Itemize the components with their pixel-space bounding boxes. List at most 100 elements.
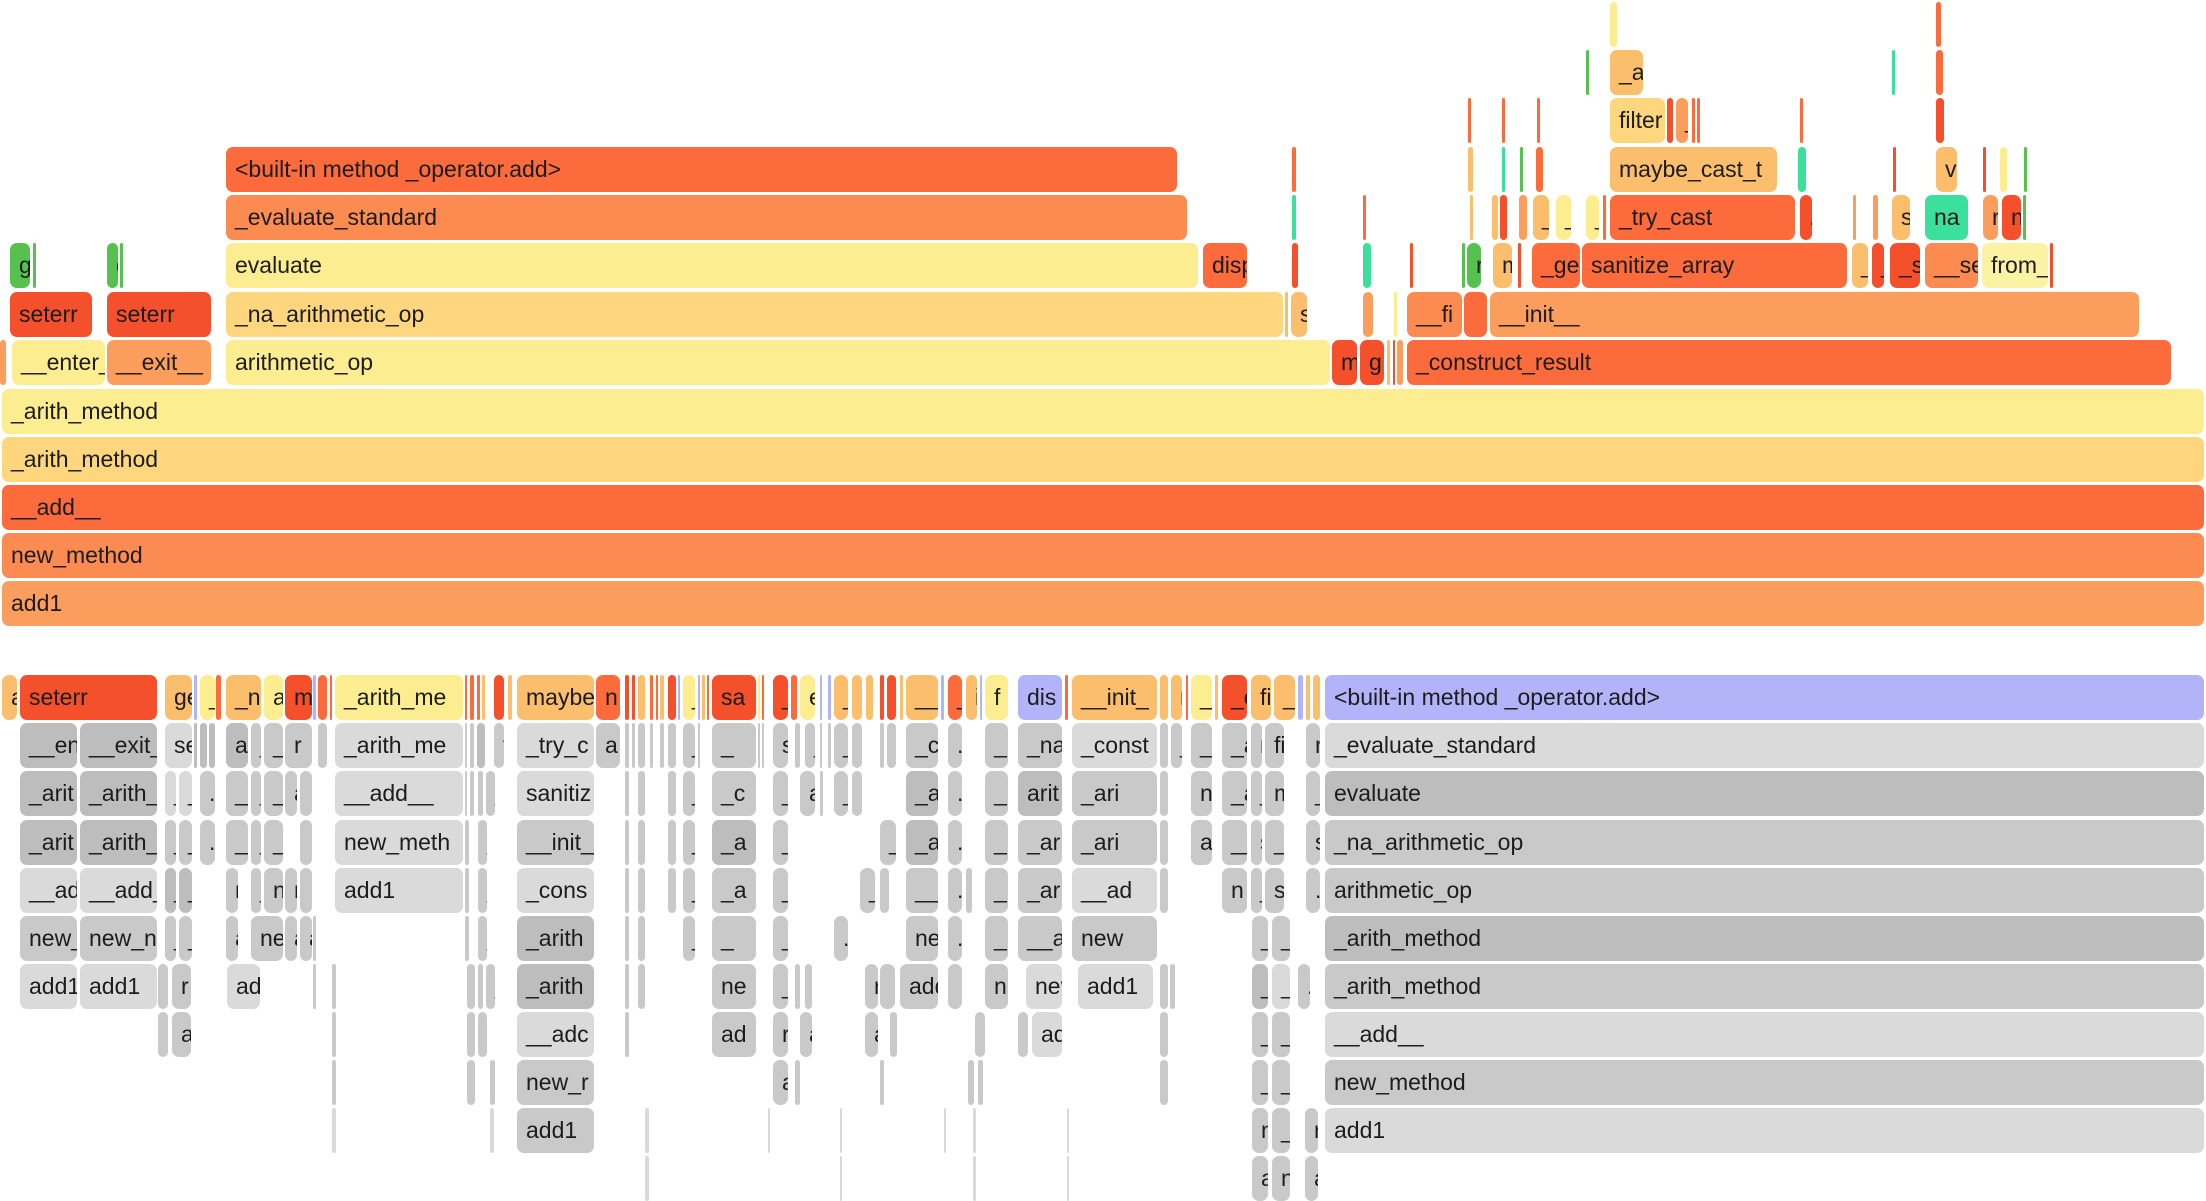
flame-bar-_ari[interactable]: _ari <box>1072 820 1157 865</box>
flame-bar[interactable] <box>941 675 944 720</box>
flame-bar-_[interactable]: _ <box>683 771 695 816</box>
flame-bar-_[interactable]: _ <box>486 964 495 1009</box>
flame-bar[interactable] <box>656 675 658 720</box>
flame-bar[interactable] <box>1893 147 1896 192</box>
flame-bar-_arith_method[interactable]: _arith_method <box>1325 916 2204 961</box>
flame-bar-a[interactable]: a <box>1252 1156 1268 1201</box>
flame-bar-_a[interactable]: _a <box>226 820 248 865</box>
flame-bar-a[interactable]: a <box>1018 1012 1028 1057</box>
flame-bar-_[interactable]: _ <box>1272 1012 1290 1057</box>
flame-bar-_arith_me[interactable]: _arith_me <box>335 723 463 768</box>
flame-bar[interactable] <box>702 675 705 720</box>
flame-bar-_[interactable]: _ <box>773 820 788 865</box>
flame-bar-_[interactable]: _ <box>638 820 645 865</box>
flame-bar-a[interactable]: a <box>285 771 297 816</box>
flame-bar-_n[interactable]: _n <box>226 675 261 720</box>
flame-bar[interactable] <box>1873 195 1878 240</box>
flame-bar[interactable] <box>820 675 822 720</box>
flame-bar-_[interactable]: _ <box>683 820 695 865</box>
flame-bar-__exit_[interactable]: __exit_ <box>80 723 157 768</box>
flame-bar-add1[interactable]: add1 <box>80 964 157 1009</box>
flame-bar[interactable] <box>465 771 467 816</box>
flame-bar-r[interactable]: r <box>805 964 812 1009</box>
flame-bar-_[interactable]: _ <box>251 820 261 865</box>
flame-bar-new_method[interactable]: new_method <box>2 533 2204 578</box>
flame-bar-__ad[interactable]: __ad <box>20 868 77 913</box>
flame-bar-_[interactable]: _ <box>1272 916 1290 961</box>
flame-bar[interactable] <box>1603 195 1606 240</box>
flame-bar-ad[interactable]: ad <box>712 1012 756 1057</box>
flame-bar[interactable] <box>1500 195 1507 240</box>
flame-bar[interactable] <box>300 868 312 913</box>
flame-bar[interactable] <box>313 675 316 720</box>
flame-bar-_arith_me[interactable]: _arith_me <box>335 675 463 720</box>
flame-bar-sanitiz[interactable]: sanitiz <box>517 771 594 816</box>
flame-bar-nev[interactable]: nev <box>1026 964 1062 1009</box>
flame-bar-_evaluate_standard[interactable]: _evaluate_standard <box>1325 723 2204 768</box>
flame-bar[interactable] <box>791 675 797 720</box>
flame-bar-_[interactable]: _ <box>1252 1060 1268 1105</box>
flame-bar[interactable] <box>1363 195 1366 240</box>
flame-bar-ge[interactable]: ge <box>165 675 192 720</box>
flame-bar[interactable] <box>828 675 831 720</box>
flame-bar[interactable] <box>660 675 664 720</box>
flame-bar[interactable] <box>840 1156 842 1201</box>
flame-bar-se[interactable]: se <box>165 723 192 768</box>
flame-bar-_const[interactable]: _const <box>1072 723 1157 768</box>
flame-bar[interactable] <box>1292 195 1296 240</box>
flame-bar-e[interactable]: e <box>800 675 815 720</box>
flame-bar-_[interactable]: _ <box>1252 964 1268 1009</box>
flame-bar[interactable] <box>1160 1012 1168 1057</box>
flame-bar-new_r[interactable]: new_r <box>517 1060 594 1105</box>
flame-bar[interactable] <box>966 868 972 913</box>
flame-bar[interactable] <box>1186 675 1188 720</box>
flame-bar[interactable] <box>1468 98 1471 143</box>
flame-bar-[interactable]: . <box>795 723 800 768</box>
flame-bar-_[interactable]: _ <box>683 868 695 913</box>
flame-bar-[interactable]: . <box>478 771 483 816</box>
flame-bar-adc[interactable]: adc <box>1032 1012 1062 1057</box>
flame-bar-_cons[interactable]: _cons <box>517 868 594 913</box>
flame-bar-[interactable]: . <box>465 820 469 865</box>
flame-bar-_try_c[interactable]: _try_c <box>517 723 594 768</box>
flame-bar-_[interactable]: _ <box>638 964 645 1009</box>
flame-bar[interactable] <box>632 675 635 720</box>
flame-bar-a[interactable]: a <box>158 1012 168 1057</box>
flame-bar[interactable] <box>632 723 635 768</box>
flame-bar[interactable] <box>698 675 700 720</box>
flame-bar-[interactable]: . <box>852 771 862 816</box>
flame-bar-_arit[interactable]: _arit <box>20 820 77 865</box>
flame-bar-_[interactable]: _ <box>834 675 848 720</box>
flame-bar-__init_[interactable]: __init_ <box>517 820 594 865</box>
flame-bar-_[interactable]: _ <box>1191 723 1212 768</box>
flame-bar-[interactable]: . <box>795 964 800 1009</box>
flame-bar-fi[interactable]: fi <box>1265 723 1284 768</box>
flame-bar-_[interactable]: _ <box>251 771 261 816</box>
flame-bar-new_meth[interactable]: new_meth <box>335 820 463 865</box>
flame-bar-m[interactable]: m <box>1265 771 1284 816</box>
flame-bar-r[interactable]: r <box>494 675 504 720</box>
flame-bar[interactable] <box>1394 292 1397 337</box>
flame-bar-s[interactable]: s <box>1306 820 1320 865</box>
flame-bar-_[interactable]: _ <box>880 820 896 865</box>
flame-bar-v[interactable]: v <box>638 675 645 720</box>
flame-bar-_[interactable]: _ <box>773 675 788 720</box>
flame-bar-_[interactable]: _ <box>668 820 676 865</box>
flame-bar-[interactable]: . <box>318 723 327 768</box>
flame-bar[interactable] <box>1853 195 1856 240</box>
flame-bar-dis[interactable]: dis <box>1018 675 1062 720</box>
flame-bar-_[interactable]: _ <box>1272 1060 1290 1105</box>
flame-bar-_[interactable]: _ <box>683 916 695 961</box>
flame-bar[interactable] <box>1285 292 1288 337</box>
flame-bar-[interactable]: . <box>887 723 896 768</box>
flame-bar-_a[interactable]: _a <box>264 723 283 768</box>
flame-bar-add1[interactable]: add1 <box>20 964 77 1009</box>
flame-bar-_[interactable]: _ <box>668 723 676 768</box>
flame-bar-i[interactable]: i <box>966 675 977 720</box>
flame-bar[interactable] <box>968 1060 974 1105</box>
flame-bar-_a[interactable]: _a <box>226 771 248 816</box>
flame-bar[interactable] <box>978 1060 983 1105</box>
flame-bar-a[interactable]: a <box>890 1012 897 1057</box>
flame-bar[interactable] <box>490 1060 495 1105</box>
flame-bar-_[interactable]: _ <box>773 916 788 961</box>
